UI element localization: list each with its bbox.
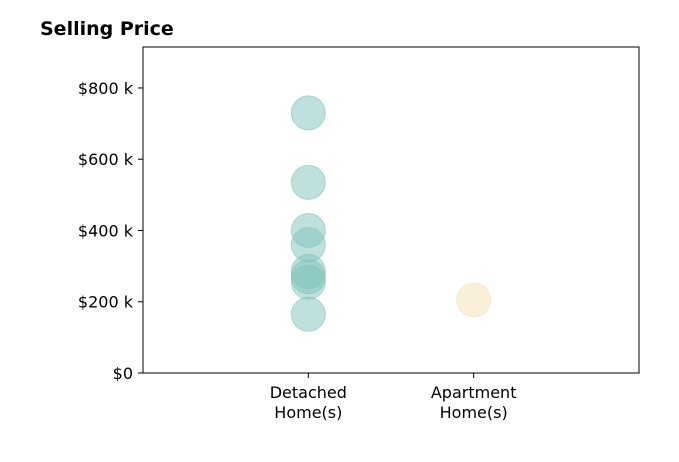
x-tick-label-line: Apartment [431, 383, 517, 402]
x-tick-label-line: Home(s) [274, 403, 342, 422]
data-point-detached [290, 95, 326, 131]
data-points [290, 95, 492, 332]
x-tick-label-apartment: Apartment Home(s) [431, 383, 517, 422]
x-tick-label-line: Home(s) [440, 403, 508, 422]
data-point-detached [290, 164, 326, 200]
x-tick-label-line: Detached [270, 383, 347, 402]
plot-frame [142, 46, 640, 374]
y-tick-label: $400 k [78, 221, 134, 240]
y-tick-label: $0 [113, 364, 133, 383]
chart-title: Selling Price [40, 18, 174, 40]
y-tick-label: $600 k [78, 150, 134, 169]
y-tick-label: $200 k [78, 293, 134, 312]
y-tick-label: $800 k [78, 79, 134, 98]
data-point-detached [290, 296, 326, 332]
data-point-detached [290, 264, 326, 300]
data-point-apartment [456, 282, 492, 318]
x-tick-label-detached: Detached Home(s) [270, 383, 347, 422]
